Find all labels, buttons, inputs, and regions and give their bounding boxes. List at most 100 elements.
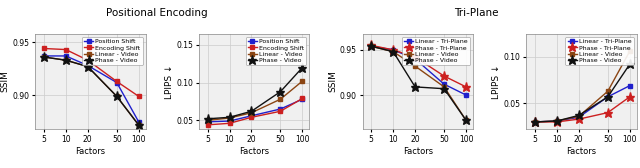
Y-axis label: SSIM: SSIM (328, 71, 337, 92)
Phase - Video (276, 91, 284, 93)
Phase - Video (462, 119, 470, 121)
Phase - Video (604, 96, 612, 98)
Linear - Video (226, 117, 234, 119)
Line: Position Shift: Position Shift (42, 54, 141, 124)
Linear - Tri-Plane (440, 83, 448, 85)
Position Shift (84, 65, 92, 67)
Linear - Video (626, 50, 634, 52)
Encoding Shift (298, 97, 306, 99)
Linear - Video (248, 112, 255, 114)
Y-axis label: SSIM: SSIM (1, 71, 10, 92)
X-axis label: Factors: Factors (566, 147, 596, 156)
Phase - Video (575, 114, 582, 116)
Phase - Video (298, 67, 306, 69)
Linear - Video (575, 115, 582, 117)
Linear - Video (440, 86, 448, 88)
Phase - Tri-Plane (626, 96, 634, 98)
Linear - Tri-Plane (531, 121, 539, 123)
Linear - Video (604, 90, 612, 92)
Line: Encoding Shift: Encoding Shift (205, 96, 305, 127)
Linear - Tri-Plane (412, 58, 419, 60)
X-axis label: Factors: Factors (239, 147, 269, 156)
Linear - Video (389, 51, 397, 53)
Phase - Video (248, 110, 255, 112)
Position Shift (40, 55, 48, 57)
Encoding Shift (62, 49, 70, 51)
Legend: Position Shift, Encoding Shift, Linear - Video, Phase - Video: Position Shift, Encoding Shift, Linear -… (246, 37, 307, 65)
Phase - Video (135, 124, 143, 126)
Encoding Shift (113, 80, 120, 82)
Linear - Tri-Plane (575, 116, 582, 118)
Legend: Linear - Tri-Plane, Phase - Tri-Plane, Linear - Video, Phase - Video: Linear - Tri-Plane, Phase - Tri-Plane, L… (402, 37, 470, 65)
Encoding Shift (276, 110, 284, 112)
Phase - Tri-Plane (389, 49, 397, 51)
X-axis label: Factors: Factors (76, 147, 106, 156)
Phase - Tri-Plane (412, 56, 419, 58)
Linear - Tri-Plane (604, 96, 612, 98)
Position Shift (135, 121, 143, 123)
Encoding Shift (248, 116, 255, 118)
Encoding Shift (226, 122, 234, 124)
Position Shift (276, 108, 284, 110)
Line: Linear - Video: Linear - Video (205, 79, 305, 123)
Encoding Shift (204, 124, 211, 126)
Phase - Tri-Plane (531, 121, 539, 123)
Phase - Tri-Plane (440, 75, 448, 77)
Phase - Tri-Plane (462, 86, 470, 88)
Linear - Video (367, 45, 375, 47)
Linear - Video (113, 95, 120, 97)
Y-axis label: LPIPS ↓: LPIPS ↓ (164, 64, 173, 99)
Linear - Video (412, 65, 419, 67)
Line: Phase - Tri-Plane: Phase - Tri-Plane (531, 92, 634, 127)
Line: Linear - Video: Linear - Video (42, 55, 141, 128)
Phase - Tri-Plane (575, 118, 582, 120)
Position Shift (62, 55, 70, 57)
Phase - Video (40, 56, 48, 58)
Linear - Video (204, 119, 211, 121)
Line: Phase - Video: Phase - Video (531, 60, 634, 127)
Line: Linear - Video: Linear - Video (369, 44, 468, 123)
Position Shift (113, 81, 120, 83)
Linear - Video (84, 66, 92, 68)
Legend: Position Shift, Encoding Shift, Linear - Video, Phase - Video: Position Shift, Encoding Shift, Linear -… (82, 37, 143, 65)
Phase - Video (204, 118, 211, 120)
Phase - Video (553, 120, 561, 122)
Phase - Video (84, 66, 92, 68)
Phase - Video (62, 59, 70, 61)
Line: Phase - Tri-Plane: Phase - Tri-Plane (367, 41, 470, 91)
Linear - Video (40, 56, 48, 58)
Encoding Shift (40, 48, 48, 50)
Position Shift (248, 115, 255, 117)
Linear - Video (298, 80, 306, 82)
Line: Position Shift: Position Shift (205, 97, 305, 124)
Linear - Tri-Plane (462, 94, 470, 96)
Line: Phase - Video: Phase - Video (203, 63, 307, 123)
Line: Phase - Video: Phase - Video (367, 42, 470, 125)
Phase - Video (412, 86, 419, 88)
Phase - Video (226, 116, 234, 118)
Phase - Tri-Plane (604, 112, 612, 114)
Linear - Tri-Plane (553, 120, 561, 122)
Phase - Video (113, 95, 120, 97)
Line: Phase - Video: Phase - Video (40, 52, 143, 130)
Line: Linear - Video: Linear - Video (532, 49, 632, 124)
Line: Linear - Tri-Plane: Linear - Tri-Plane (532, 83, 632, 124)
Linear - Video (135, 124, 143, 126)
Line: Linear - Tri-Plane: Linear - Tri-Plane (369, 44, 468, 97)
Text: Positional Encoding: Positional Encoding (106, 8, 207, 18)
Encoding Shift (135, 95, 143, 97)
Phase - Tri-Plane (367, 44, 375, 46)
Linear - Tri-Plane (626, 85, 634, 87)
Linear - Video (553, 120, 561, 122)
Y-axis label: LPIPS ↓: LPIPS ↓ (492, 64, 501, 99)
Linear - Video (62, 59, 70, 61)
Legend: Linear - Tri-Plane, Phase - Tri-Plane, Linear - Video, Phase - Video: Linear - Tri-Plane, Phase - Tri-Plane, L… (565, 37, 634, 65)
X-axis label: Factors: Factors (403, 147, 433, 156)
Phase - Video (367, 45, 375, 47)
Encoding Shift (84, 59, 92, 61)
Linear - Tri-Plane (389, 49, 397, 51)
Phase - Video (531, 121, 539, 123)
Phase - Tri-Plane (553, 121, 561, 123)
Linear - Video (462, 119, 470, 121)
Phase - Video (626, 63, 634, 65)
